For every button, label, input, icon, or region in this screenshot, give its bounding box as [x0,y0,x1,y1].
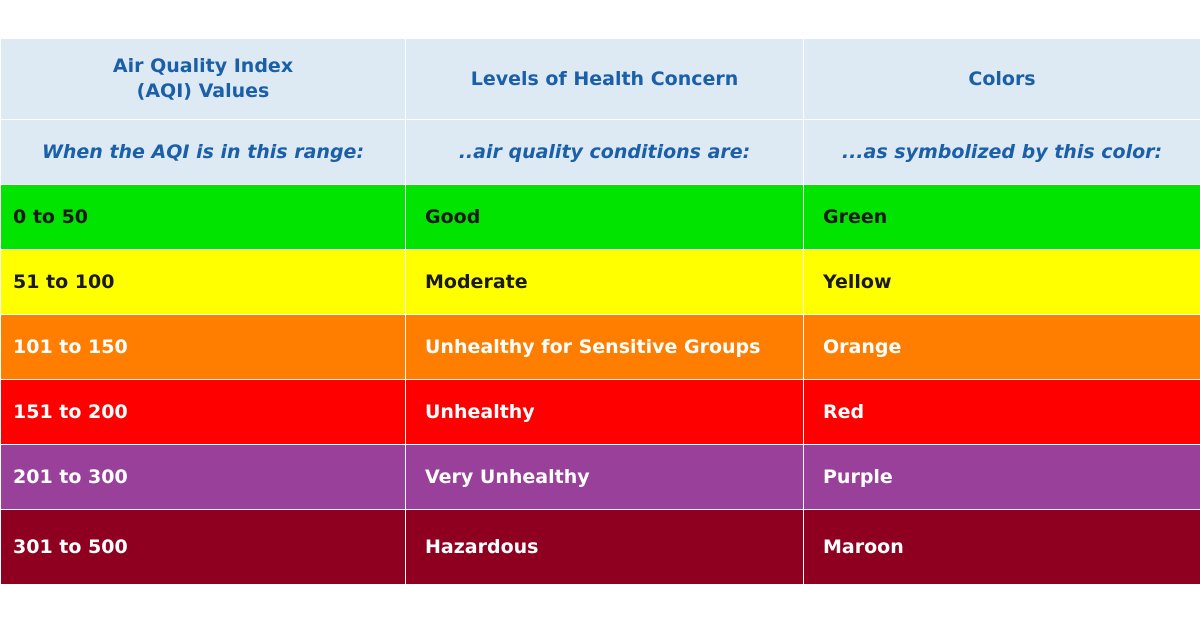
header-colors: Colors [803,38,1200,120]
color-name-cell: Yellow [803,249,1200,315]
subheader-range: When the AQI is in this range: [0,119,406,185]
health-level-cell: Hazardous [405,509,804,585]
header-aqi-values: Air Quality Index (AQI) Values [0,38,406,120]
color-name-cell: Orange [803,314,1200,380]
aqi-range-cell: 101 to 150 [0,314,406,380]
color-name-cell: Red [803,379,1200,445]
header-health-concern: Levels of Health Concern [405,38,804,120]
aqi-range-cell: 0 to 50 [0,184,406,250]
health-level-cell: Unhealthy [405,379,804,445]
subheader-row: When the AQI is in this range: ..air qua… [0,119,1200,185]
aqi-table-container: Air Quality Index (AQI) Values Levels of… [0,38,1200,585]
table-row: 0 to 50 Good Green [0,184,1200,250]
header-aqi-values-line1: Air Quality Index [112,55,294,77]
table-row: 51 to 100 Moderate Yellow [0,249,1200,315]
health-level-cell: Moderate [405,249,804,315]
header-row: Air Quality Index (AQI) Values Levels of… [0,38,1200,120]
header-aqi-values-line2: (AQI) Values [136,80,270,102]
aqi-range-cell: 301 to 500 [0,509,406,585]
table-row: 151 to 200 Unhealthy Red [0,379,1200,445]
table-row: 301 to 500 Hazardous Maroon [0,509,1200,585]
health-level-cell: Good [405,184,804,250]
table-row: 201 to 300 Very Unhealthy Purple [0,444,1200,510]
color-name-cell: Maroon [803,509,1200,585]
color-name-cell: Purple [803,444,1200,510]
subheader-conditions: ..air quality conditions are: [405,119,804,185]
health-level-cell: Unhealthy for Sensitive Groups [405,314,804,380]
aqi-table: Air Quality Index (AQI) Values Levels of… [0,38,1200,585]
aqi-range-cell: 151 to 200 [0,379,406,445]
aqi-table-body: 0 to 50 Good Green 51 to 100 Moderate Yellow 1… [0,184,1200,585]
subheader-color: ...as symbolized by this color: [803,119,1200,185]
aqi-range-cell: 201 to 300 [0,444,406,510]
color-name-cell: Green [803,184,1200,250]
health-level-cell: Very Unhealthy [405,444,804,510]
table-row: 101 to 150 Unhealthy for Sensitive Groups… [0,314,1200,380]
aqi-range-cell: 51 to 100 [0,249,406,315]
